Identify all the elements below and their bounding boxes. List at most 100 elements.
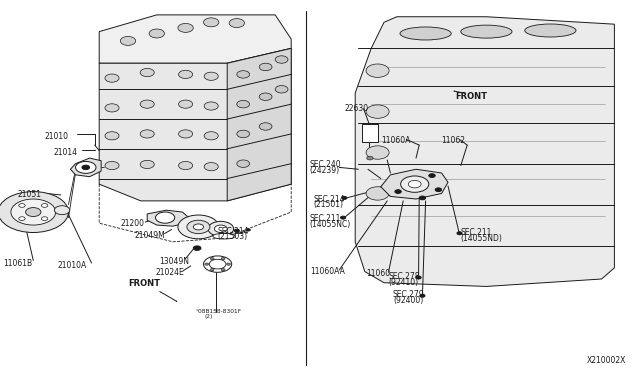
Text: (21503): (21503) [218,232,248,241]
Circle shape [179,130,193,138]
Circle shape [435,188,442,192]
Circle shape [178,215,219,239]
Text: 21010A: 21010A [58,262,87,270]
Polygon shape [70,158,101,177]
Circle shape [420,294,425,297]
Circle shape [208,221,234,236]
Circle shape [178,23,193,32]
Circle shape [416,276,421,279]
Text: °08B158-8301F: °08B158-8301F [195,309,241,314]
Circle shape [229,19,244,28]
Text: 21014: 21014 [53,148,77,157]
Text: 11062: 11062 [442,136,466,145]
Circle shape [209,259,226,269]
Text: 22630: 22630 [344,104,369,113]
Circle shape [140,100,154,108]
Circle shape [204,163,218,171]
Circle shape [179,100,193,108]
Circle shape [275,86,288,93]
Circle shape [214,225,227,232]
Text: SEC.211: SEC.211 [461,228,492,237]
Circle shape [140,68,154,77]
Circle shape [366,64,389,77]
Text: (21501): (21501) [314,200,344,209]
Ellipse shape [400,27,451,40]
Text: SEC.240: SEC.240 [310,160,341,169]
Text: (14055NC): (14055NC) [310,220,351,229]
Circle shape [140,160,154,169]
Circle shape [221,257,225,260]
Circle shape [408,180,421,188]
Text: 11060A: 11060A [381,136,411,145]
Text: SEC.211: SEC.211 [310,214,341,223]
Polygon shape [355,17,614,286]
Polygon shape [99,48,291,201]
Circle shape [187,220,210,234]
Text: SEC.214: SEC.214 [218,227,249,236]
Circle shape [204,256,232,272]
Circle shape [237,130,250,138]
Circle shape [237,71,250,78]
Circle shape [395,190,401,193]
Circle shape [11,199,56,225]
Circle shape [19,217,25,221]
Circle shape [227,263,230,265]
Circle shape [179,70,193,78]
Circle shape [275,56,288,63]
Circle shape [401,176,429,192]
Circle shape [340,216,346,219]
Circle shape [342,196,347,199]
Circle shape [179,161,193,170]
Text: X210002X: X210002X [586,356,626,365]
Text: 21049M: 21049M [134,231,165,240]
Text: SEC.214: SEC.214 [314,195,345,203]
Bar [362,124,378,142]
Ellipse shape [212,234,236,239]
Circle shape [237,100,250,108]
Text: (92400): (92400) [393,296,423,305]
Text: 21051: 21051 [18,190,42,199]
Circle shape [211,257,214,260]
Circle shape [19,203,25,207]
Text: 21010: 21010 [45,132,69,141]
Circle shape [367,156,373,160]
Circle shape [234,229,239,232]
Circle shape [120,36,136,45]
Circle shape [26,208,41,217]
Text: FRONT: FRONT [456,92,488,101]
Text: (92410): (92410) [388,278,419,287]
Circle shape [366,105,389,118]
Circle shape [105,104,119,112]
Circle shape [149,29,164,38]
Circle shape [105,161,119,170]
Text: (2): (2) [205,314,213,320]
Circle shape [42,203,48,207]
Circle shape [204,102,218,110]
Circle shape [76,161,96,173]
Text: 11061B: 11061B [3,259,33,268]
Circle shape [140,130,154,138]
Text: 21200: 21200 [120,219,145,228]
Text: 11060: 11060 [366,269,390,278]
Circle shape [221,269,225,271]
Circle shape [246,229,250,231]
Circle shape [211,269,214,271]
Polygon shape [99,15,291,63]
Circle shape [419,196,426,200]
Text: 21024E: 21024E [156,268,184,277]
Text: 13049N: 13049N [159,257,189,266]
Circle shape [366,146,389,159]
Circle shape [193,246,201,250]
Circle shape [366,187,389,200]
Circle shape [237,160,250,167]
Polygon shape [227,48,291,201]
Circle shape [429,174,435,177]
Circle shape [457,232,462,235]
Text: (14055ND): (14055ND) [461,234,502,243]
Circle shape [156,212,175,223]
Polygon shape [147,210,189,226]
Circle shape [204,132,218,140]
Circle shape [42,217,48,221]
Circle shape [193,224,204,230]
Circle shape [204,72,218,80]
